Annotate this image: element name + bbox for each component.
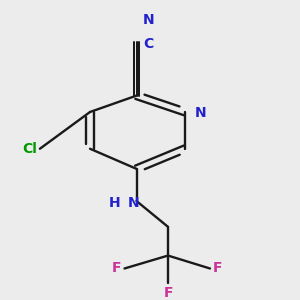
Text: F: F [163,286,173,300]
Text: H: H [108,196,120,210]
Text: C: C [143,37,153,51]
Text: N: N [143,13,155,27]
Text: F: F [112,262,122,275]
Text: F: F [213,262,223,275]
Text: Cl: Cl [22,142,37,156]
Text: N: N [195,106,206,120]
Text: N: N [128,196,139,210]
